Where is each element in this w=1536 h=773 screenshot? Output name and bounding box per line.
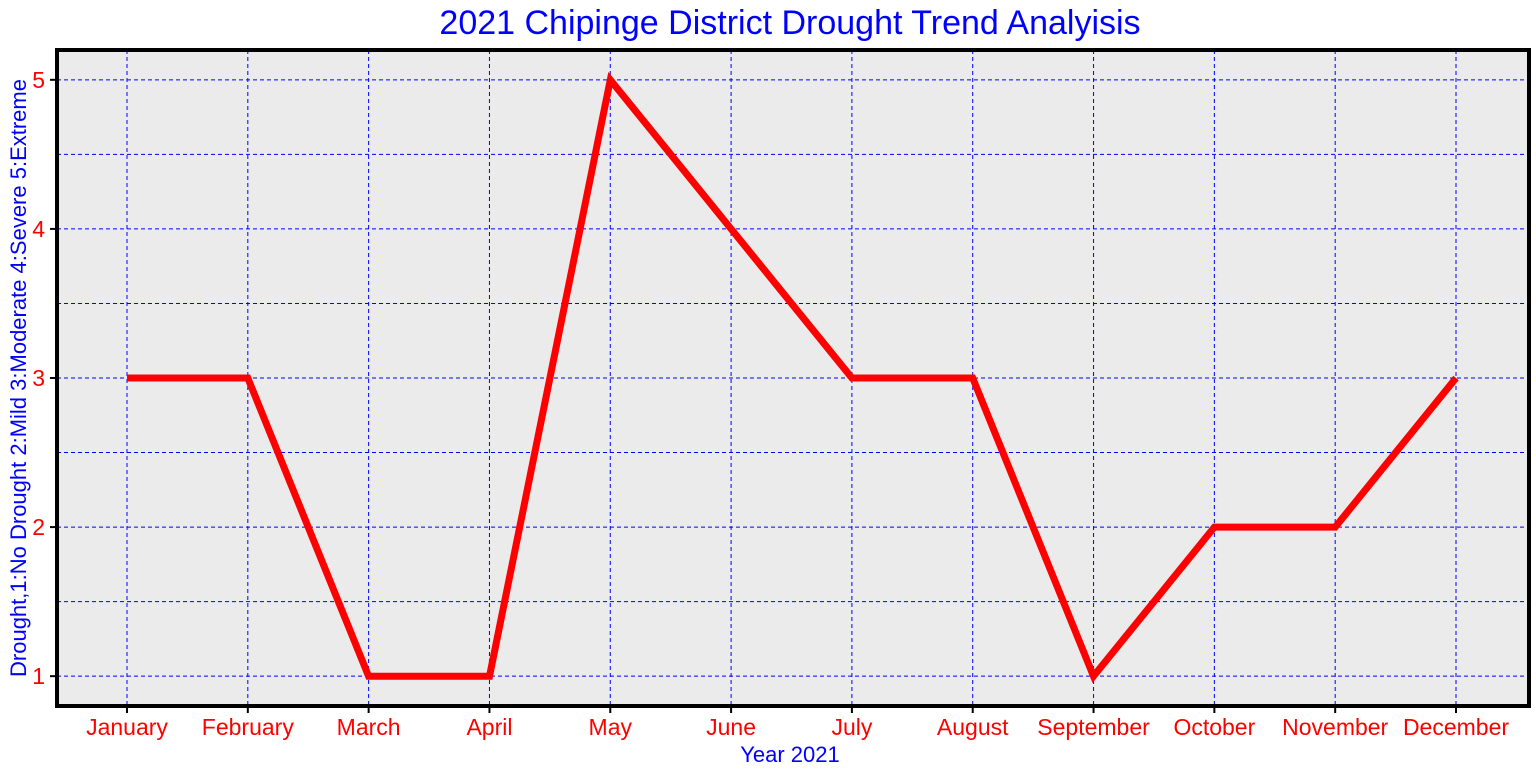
y-tick-label: 5 [32, 67, 45, 93]
y-tick-label: 1 [32, 663, 45, 689]
x-tick-label: September [1037, 714, 1150, 740]
x-tick-label: October [1173, 714, 1255, 740]
chart-title: 2021 Chipinge District Drought Trend Ana… [439, 4, 1140, 42]
y-tick-label: 4 [32, 216, 45, 242]
x-tick-label: January [86, 714, 168, 740]
y-axis-ticks: 1 2 3 4 5 [32, 67, 57, 689]
drought-series-line [127, 71, 1459, 684]
x-tick-label: June [706, 714, 756, 740]
x-tick-label: November [1282, 714, 1388, 740]
x-tick-label: July [831, 714, 872, 740]
x-tick-label: February [202, 714, 295, 740]
grid-lines [57, 50, 1529, 706]
x-axis-label: Year 2021 [740, 742, 840, 767]
y-axis-label: Drought,1:No Drought 2:Mild 3:Moderate 4… [6, 79, 31, 677]
x-axis-ticks: January February March April May June July Augu… [86, 706, 1509, 740]
x-tick-label: August [937, 714, 1009, 740]
x-tick-label: May [589, 714, 633, 740]
x-tick-label: March [337, 714, 401, 740]
x-tick-label: December [1403, 714, 1509, 740]
y-tick-label: 3 [32, 365, 45, 391]
y-tick-label: 2 [32, 514, 45, 540]
x-tick-label: April [466, 714, 512, 740]
